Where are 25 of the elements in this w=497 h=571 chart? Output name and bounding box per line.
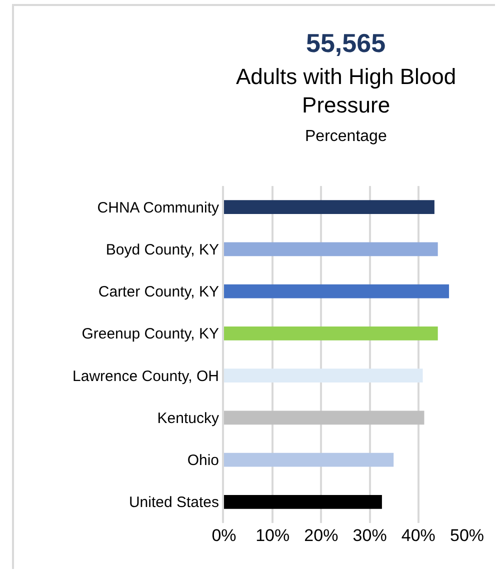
bar xyxy=(224,326,438,340)
bar xyxy=(224,368,423,383)
y-tick-label: CHNA Community xyxy=(97,199,220,216)
y-tick-label: Kentucky xyxy=(157,410,220,427)
y-tick-label: Carter County, KY xyxy=(98,284,219,301)
y-tick-label: Lawrence County, OH xyxy=(72,368,219,385)
bar xyxy=(224,494,382,509)
x-tick-label: 30% xyxy=(352,526,387,545)
chart-title: 55,565 xyxy=(306,28,386,58)
bar xyxy=(224,452,394,467)
x-tick-label: 40% xyxy=(401,526,436,545)
y-tick-label: Greenup County, KY xyxy=(82,326,219,343)
bar xyxy=(224,242,438,256)
y-tick-label: United States xyxy=(128,494,219,512)
y-tick-label: Ohio xyxy=(187,452,219,470)
x-tick-label: 20% xyxy=(304,526,338,545)
x-tick-label: 50% xyxy=(450,526,484,545)
x-tick-label: 0% xyxy=(212,526,236,545)
chart-subtitle: Adults with High Blood Pressure xyxy=(236,64,456,118)
bar xyxy=(224,410,424,425)
bar xyxy=(224,200,434,214)
y-tick-label: Boyd County, KY xyxy=(106,241,219,258)
x-tick-label: 10% xyxy=(256,526,290,545)
bar xyxy=(224,284,450,298)
text: Percentage xyxy=(305,128,387,145)
